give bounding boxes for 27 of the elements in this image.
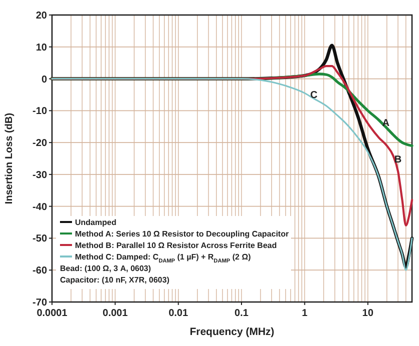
x-tick-label: 10 [362, 308, 374, 319]
annotation: Bead: (100 Ω, 3 A, 0603) [60, 264, 152, 273]
x-tick-label: 1 [302, 308, 308, 319]
annotation: Capacitor: (10 nF, X7R, 0603) [60, 276, 170, 284]
y-tick-label: -50 [32, 234, 48, 245]
y-tick-label: -30 [32, 170, 48, 181]
x-tick-label: 0.1 [234, 308, 249, 319]
y-tick-label: -40 [32, 202, 48, 213]
legend-label: Method A: Series 10 Ω Resistor to Decoupling Capacitor [75, 230, 289, 238]
legend-label: Method C: Damped: C$_{DAMP}$ (1 µF) + R$_{DAMP}$ (2 Ω) [75, 252, 252, 264]
y-tick-label: 10 [36, 42, 48, 54]
y-axis-title: Insertion Loss (dB) [4, 112, 15, 204]
legend-label: Method B: Parallel 10 Ω Resistor Across Ferrite Bead [75, 241, 277, 250]
annotation: B [394, 154, 402, 166]
y-tick-label: 20 [36, 10, 48, 22]
y-tick-label: 0 [41, 74, 48, 86]
y-tick-label: -20 [32, 138, 48, 150]
x-tick-label: 0.001 [102, 308, 128, 319]
x-tick-label: 0.01 [168, 308, 189, 319]
y-tick-label: -60 [32, 266, 48, 277]
y-tick-label: -10 [32, 106, 48, 118]
annotation: C [310, 90, 318, 101]
x-axis-title: Frequency (MHz) [190, 326, 274, 338]
y-tick-label: -70 [32, 298, 48, 308]
legend-label: Undamped [75, 218, 116, 227]
x-tick-label: 0.0001 [36, 308, 68, 319]
annotation: A [382, 118, 390, 129]
